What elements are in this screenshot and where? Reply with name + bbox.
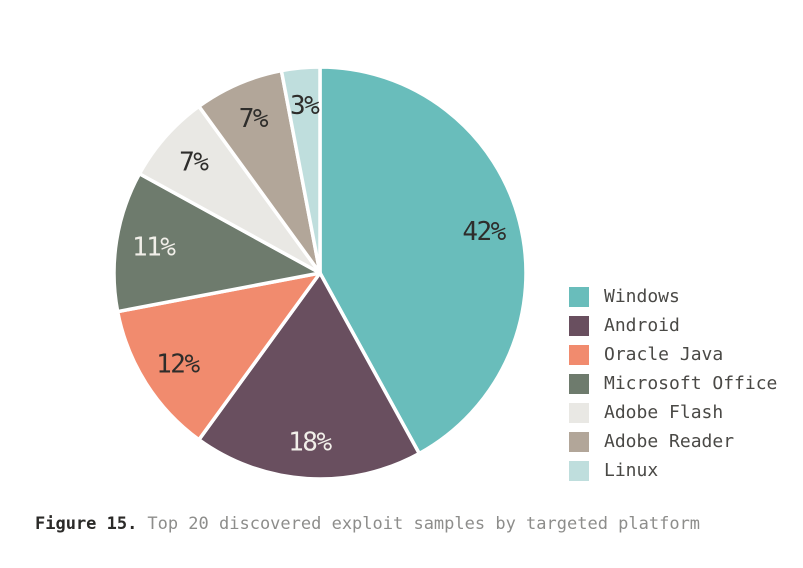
pie-slice-windows (318, 65, 528, 456)
legend-item-oracle-java: Oracle Java (569, 345, 777, 365)
legend-label-android: Android (604, 315, 680, 336)
legend-swatch-oracle-java (569, 345, 589, 365)
legend-swatch-android (569, 316, 589, 336)
legend-item-windows: Windows (569, 287, 777, 307)
legend-label-oracle-java: Oracle Java (604, 344, 724, 365)
legend: Windows Android Oracle Java Microsoft Offic… (569, 287, 777, 490)
legend-label-windows: Windows (604, 286, 680, 307)
pie-slice-value-oracle-java: 12% (156, 350, 200, 380)
legend-swatch-adobe-flash (569, 403, 589, 423)
legend-swatch-adobe-reader (569, 432, 589, 452)
legend-swatch-windows (569, 287, 589, 307)
legend-label-microsoft-office: Microsoft Office (604, 373, 778, 394)
figure-caption: Figure 15. Top 20 discovered exploit samp… (35, 514, 700, 534)
caption-text: Top 20 discovered exploit samples by tar… (147, 514, 701, 534)
pie-slice-oracle-java (115, 271, 322, 442)
pie-slice-value-adobe-reader: 7% (239, 104, 269, 134)
pie-slice-value-windows: 42% (462, 217, 506, 247)
legend-item-android: Android (569, 316, 777, 336)
legend-swatch-linux (569, 461, 589, 481)
legend-label-adobe-flash: Adobe Flash (604, 402, 724, 423)
caption-label: Figure 15. (35, 514, 138, 534)
pie-slice-android (197, 271, 421, 481)
legend-label-linux: Linux (604, 460, 659, 481)
pie-chart: 42% 18% 12% 11% 7% 7% 3% (112, 65, 528, 481)
legend-item-microsoft-office: Microsoft Office (569, 374, 777, 394)
pie-slice-linux (279, 65, 322, 275)
pie-slice-value-microsoft-office: 11% (132, 233, 176, 263)
pie-slice-value-adobe-flash: 7% (179, 147, 209, 177)
pie-slice-microsoft-office (112, 172, 322, 314)
legend-item-adobe-reader: Adobe Reader (569, 432, 777, 452)
legend-item-linux: Linux (569, 461, 777, 481)
legend-swatch-microsoft-office (569, 374, 589, 394)
legend-label-adobe-reader: Adobe Reader (604, 431, 735, 452)
pie-slice-value-linux: 3% (290, 91, 320, 121)
legend-item-adobe-flash: Adobe Flash (569, 403, 777, 423)
pie-slice-value-android: 18% (288, 428, 332, 458)
